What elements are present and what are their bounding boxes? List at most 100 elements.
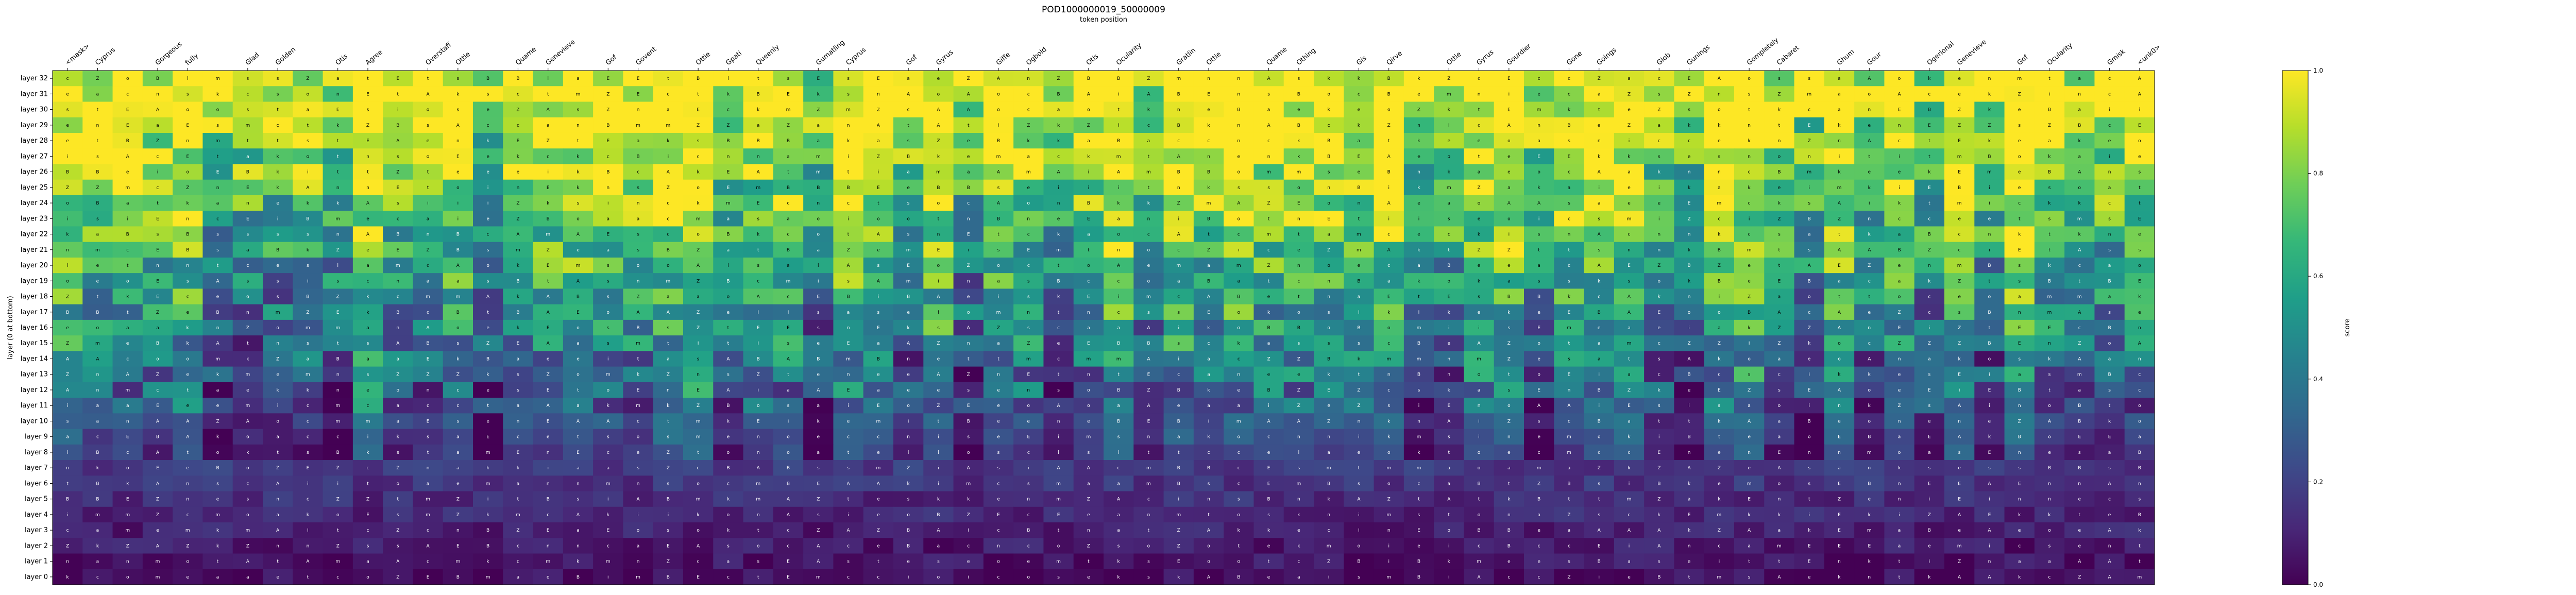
- cell-token-label: A: [396, 139, 400, 144]
- cell-token-label: k: [1507, 310, 1511, 315]
- cell-token-label: i: [1509, 232, 1510, 237]
- cell-token-label: o: [1448, 154, 1451, 159]
- cell-token-label: B: [846, 295, 850, 300]
- cell-token-label: k: [1207, 388, 1210, 393]
- heatmap-cell: [653, 148, 684, 164]
- cell-token-label: e: [456, 170, 460, 175]
- cell-token-label: c: [1027, 450, 1030, 455]
- heatmap-cell: [293, 86, 324, 102]
- cell-token-label: i: [1088, 185, 1090, 191]
- cell-token-label: o: [1238, 170, 1241, 175]
- cell-token-label: t: [907, 123, 909, 128]
- heatmap-cell: [593, 101, 623, 118]
- cell-token-label: A: [2138, 76, 2142, 81]
- cell-token-label: c: [787, 232, 790, 237]
- cell-token-label: e: [2018, 108, 2021, 113]
- cell-token-label: m: [426, 497, 430, 502]
- heatmap-cell: [1674, 101, 1705, 118]
- cell-token-label: B: [396, 232, 399, 237]
- cell-token-label: B: [96, 481, 99, 486]
- cell-token-label: c: [1718, 216, 1720, 222]
- cell-token-label: k: [1417, 139, 1420, 144]
- cell-token-label: s: [1748, 372, 1751, 378]
- cell-token-label: n: [1237, 76, 1240, 81]
- heatmap-cell: [1013, 132, 1044, 149]
- cell-token-label: A: [577, 279, 580, 284]
- cell-token-label: e: [1448, 341, 1451, 346]
- cell-token-label: m: [2047, 295, 2052, 300]
- heatmap-cell: [383, 101, 413, 118]
- cell-token-label: o: [1207, 559, 1210, 565]
- cell-token-label: k: [1748, 513, 1751, 518]
- cell-token-label: c: [1117, 310, 1120, 315]
- cell-token-label: k: [1928, 76, 1931, 81]
- cell-token-label: k: [577, 559, 580, 565]
- x-tick-label: Quame: [514, 45, 538, 67]
- heatmap-cell: [1644, 101, 1674, 118]
- cell-token-label: m: [516, 513, 520, 518]
- cell-token-label: k: [1868, 232, 1871, 237]
- y-tick-label: layer 4: [25, 511, 48, 519]
- cell-token-label: E: [547, 326, 550, 331]
- cell-token-label: t: [1928, 154, 1930, 159]
- heatmap-cell: [1043, 86, 1074, 102]
- cell-token-label: E: [246, 216, 249, 222]
- cell-token-label: s: [397, 154, 399, 159]
- heatmap-cell: [1944, 132, 1975, 149]
- heatmap-cell: [1224, 132, 1254, 149]
- cell-token-label: i: [908, 450, 909, 455]
- cell-token-label: e: [187, 372, 190, 378]
- cell-token-label: Z: [1628, 388, 1631, 393]
- cell-token-label: a: [2108, 295, 2111, 300]
- cell-token-label: e: [96, 279, 99, 284]
- heatmap-cell: [683, 71, 714, 87]
- cell-token-label: o: [1147, 543, 1150, 549]
- cell-token-label: t: [1058, 528, 1060, 533]
- cell-token-label: t: [157, 201, 159, 206]
- cell-token-label: Z: [1868, 263, 1871, 268]
- cell-token-label: s: [397, 543, 399, 549]
- cell-token-label: s: [1117, 435, 1120, 440]
- cell-token-label: c: [1147, 497, 1150, 502]
- cell-token-label: Z: [156, 139, 159, 144]
- cell-token-label: n: [336, 232, 340, 237]
- cell-token-label: n: [1177, 185, 1180, 191]
- y-tick-label: layer 11: [21, 402, 48, 410]
- cell-token-label: m: [1627, 497, 1632, 502]
- cell-token-label: a: [1838, 279, 1841, 284]
- cell-token-label: n: [1327, 279, 1330, 284]
- cell-token-label: i: [487, 497, 489, 502]
- cell-token-label: a: [907, 170, 910, 175]
- cell-token-label: n: [1898, 123, 1901, 128]
- cell-token-label: A: [456, 263, 460, 268]
- cell-token-label: i: [968, 575, 969, 580]
- cell-token-label: i: [277, 403, 279, 409]
- cell-token-label: n: [1297, 435, 1300, 440]
- cell-token-label: n: [1598, 139, 1601, 144]
- cell-token-label: a: [1838, 76, 1841, 81]
- cell-token-label: c: [1238, 232, 1240, 237]
- cell-token-label: e: [276, 575, 279, 580]
- cell-token-label: B: [2048, 466, 2051, 471]
- cell-token-label: t: [968, 356, 970, 362]
- cell-token-label: Z: [2078, 575, 2081, 580]
- heatmap-cell: [2094, 71, 2125, 87]
- heatmap-cell: [563, 117, 594, 133]
- heatmap-cell: [1764, 132, 1795, 149]
- cell-token-label: m: [1266, 232, 1271, 237]
- x-tick-label: Gorgeous: [154, 40, 184, 67]
- cell-token-label: n: [937, 232, 940, 237]
- cell-token-label: c: [847, 201, 850, 206]
- cell-token-label: Z: [1567, 513, 1570, 518]
- cell-token-label: t: [1778, 123, 1781, 128]
- heatmap-cell: [1734, 117, 1765, 133]
- cell-token-label: t: [1568, 248, 1570, 253]
- cell-token-label: k: [1988, 92, 1991, 97]
- cell-token-label: m: [125, 528, 130, 533]
- cell-token-label: s: [787, 403, 790, 409]
- cell-token-label: m: [606, 481, 611, 486]
- cell-token-label: c: [456, 388, 459, 393]
- cell-token-label: k: [487, 559, 490, 565]
- heatmap-cell: [1614, 101, 1645, 118]
- cell-token-label: c: [2018, 201, 2021, 206]
